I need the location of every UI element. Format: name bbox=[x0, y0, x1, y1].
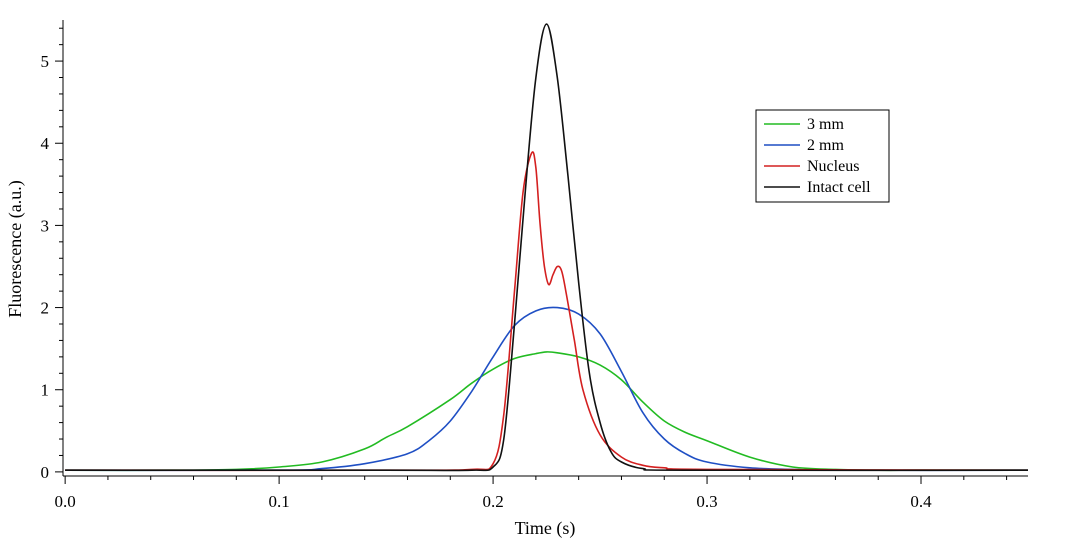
y-tick-label: 3 bbox=[41, 216, 50, 235]
series-line-3-mm bbox=[65, 351, 1028, 472]
legend-label: 2 mm bbox=[807, 137, 844, 154]
x-tick-label: 0.3 bbox=[696, 492, 717, 511]
x-tick-label: 0.1 bbox=[268, 492, 289, 511]
y-tick-label: 0 bbox=[41, 463, 50, 482]
x-tick-label: 0.2 bbox=[482, 492, 503, 511]
legend-label: 3 mm bbox=[807, 116, 844, 133]
x-tick-label: 0.4 bbox=[910, 492, 932, 511]
x-tick-label: 0.0 bbox=[55, 492, 76, 511]
legend-label: Intact cell bbox=[807, 179, 871, 196]
legend: 3 mm 2 mm Nucleus Intact cell bbox=[755, 109, 890, 203]
y-tick-label: 2 bbox=[41, 299, 50, 318]
axes: 0.0 0.1 0.2 0.3 0.4 0 1 2 3 4 5 bbox=[41, 20, 1028, 511]
x-axis-title: Time (s) bbox=[515, 518, 576, 539]
legend-label: Nucleus bbox=[807, 158, 859, 175]
y-axis-title: Fluorescence (a.u.) bbox=[5, 180, 26, 317]
plot-lines bbox=[65, 23, 1029, 472]
y-tick-label: 1 bbox=[41, 381, 50, 400]
series-line-intact-cell bbox=[65, 23, 1029, 472]
y-tick-label: 4 bbox=[41, 134, 50, 153]
y-tick-label: 5 bbox=[41, 52, 50, 71]
series-line-nucleus bbox=[65, 151, 1029, 472]
series-line-2-mm bbox=[65, 306, 1029, 472]
